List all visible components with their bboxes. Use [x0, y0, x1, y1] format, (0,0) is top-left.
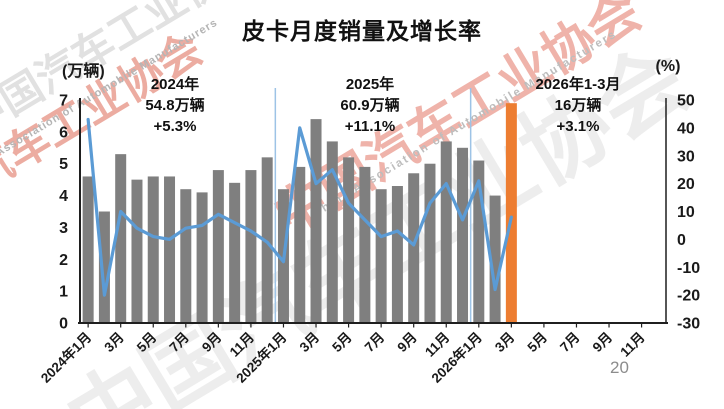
- bar-2024年9月: [212, 170, 224, 323]
- left-axis-tick-label: 7: [59, 93, 68, 110]
- x-axis-tick-label: 9月: [199, 330, 224, 355]
- chart-title: 皮卡月度销量及增长率: [242, 18, 482, 44]
- left-axis-tick-label: 4: [59, 188, 68, 205]
- bar-2024年11月: [245, 170, 257, 323]
- bar-2025年11月: [440, 141, 452, 323]
- bar-2025年4月: [326, 141, 338, 323]
- annotation-2024: 2024年 54.8万辆 +5.3%: [95, 74, 255, 137]
- bar-2025年2月: [294, 166, 306, 323]
- x-axis-tick-label: 3月: [101, 330, 126, 355]
- x-axis-tick-label: 7月: [166, 330, 191, 355]
- annotation-2025-volume: 60.9万辆: [340, 97, 400, 114]
- annotation-2026-growth: +3.1%: [556, 118, 600, 135]
- bar-2025年3月: [310, 119, 322, 323]
- x-axis-tick-label: 2024年1月: [37, 329, 94, 386]
- x-axis-tick-label: 9月: [394, 330, 419, 355]
- x-axis-tick-label: 5月: [134, 330, 159, 355]
- right-axis-tick-label: -20: [677, 288, 700, 305]
- right-axis-tick-label: 30: [677, 148, 695, 165]
- bar-2024年1月: [82, 176, 94, 323]
- bar-2025年9月: [408, 173, 420, 323]
- annotation-2024-year: 2024年: [150, 76, 200, 93]
- bar-2024年4月: [131, 179, 143, 323]
- bar-2025年6月: [359, 166, 371, 323]
- left-axis-tick-label: 3: [59, 220, 68, 237]
- sales-bars: [82, 103, 517, 323]
- bar-2026年3月: [505, 103, 517, 323]
- right-axis-tick-label: -30: [677, 316, 700, 333]
- annotation-2025: 2025年 60.9万辆 +11.1%: [290, 74, 450, 137]
- bar-2026年1月: [473, 160, 485, 323]
- right-axis-tick-label: 40: [677, 120, 695, 137]
- x-axis-tick-label: 3月: [492, 330, 517, 355]
- left-axis-tick-label: 6: [59, 124, 68, 141]
- x-axis-tick-label: 3月: [297, 330, 322, 355]
- x-axis-tick-label: 9月: [590, 330, 615, 355]
- bar-2024年6月: [164, 176, 176, 323]
- annotation-2025-year: 2025年: [345, 76, 395, 93]
- bar-2026年2月: [489, 195, 501, 323]
- page-number: 20: [610, 358, 629, 377]
- bar-2024年8月: [196, 192, 208, 323]
- bar-2025年7月: [375, 189, 387, 323]
- annotation-2025-growth: +11.1%: [344, 118, 396, 135]
- x-axis-tick-label: 5月: [329, 330, 354, 355]
- annotation-2026-volume: 16万辆: [554, 97, 602, 114]
- bar-2024年7月: [180, 189, 192, 323]
- bar-2024年5月: [147, 176, 159, 323]
- left-axis-tick-label: 1: [59, 284, 68, 301]
- annotation-2024-growth: +5.3%: [153, 118, 197, 135]
- right-axis-tick-label: -10: [677, 260, 700, 277]
- right-axis-tick-label: 20: [677, 176, 695, 193]
- x-axis-tick-label: 11月: [617, 330, 647, 360]
- annotation-2026-year: 2026年1-3月: [535, 76, 621, 93]
- bar-2024年2月: [98, 211, 110, 323]
- right-axis-unit-label: (%): [655, 58, 681, 75]
- left-axis-tick-label: 5: [59, 156, 68, 173]
- x-axis-tick-label: 7月: [557, 330, 582, 355]
- right-axis-tick-label: 50: [677, 93, 695, 110]
- x-axis-tick-label: 7月: [362, 330, 387, 355]
- bar-2025年8月: [391, 186, 403, 323]
- right-axis-tick-label: 0: [677, 232, 686, 249]
- x-axis-tick-label: 5月: [525, 330, 550, 355]
- bar-2024年3月: [115, 154, 127, 323]
- annotation-2026: 2026年1-3月 16万辆 +3.1%: [498, 74, 658, 137]
- right-axis-tick-label: 10: [677, 204, 695, 221]
- bar-2025年5月: [343, 157, 355, 323]
- left-axis-unit-label: (万辆): [62, 63, 105, 80]
- annotation-2024-volume: 54.8万辆: [145, 97, 205, 114]
- left-axis-tick-label: 2: [59, 252, 68, 269]
- bar-2024年12月: [261, 157, 273, 323]
- growth-rate-line: [86, 117, 513, 297]
- bar-2025年10月: [424, 163, 436, 323]
- left-axis-tick-label: 0: [59, 316, 68, 333]
- bar-2024年10月: [229, 182, 241, 323]
- bar-2025年12月: [457, 147, 469, 323]
